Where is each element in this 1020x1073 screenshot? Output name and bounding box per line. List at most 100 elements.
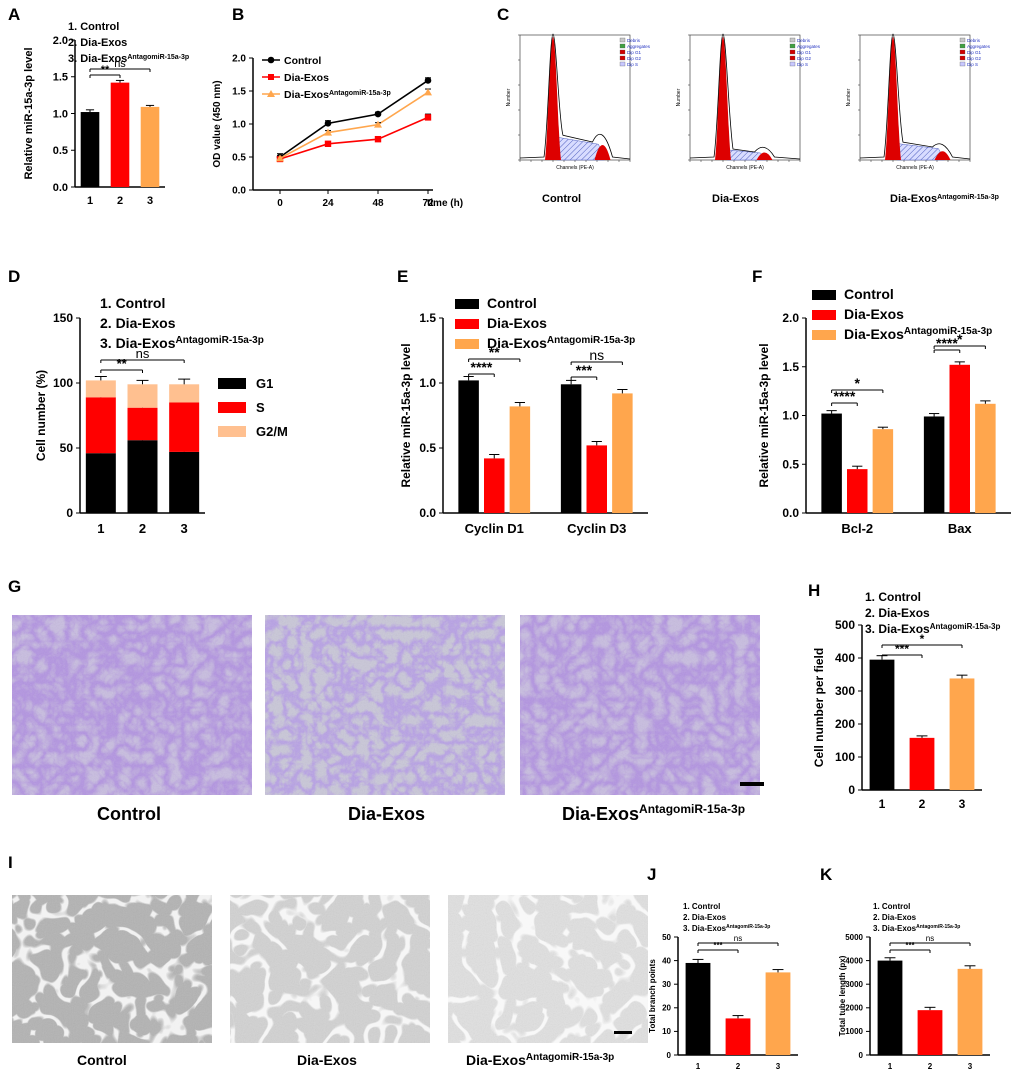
E-significance-label: ns bbox=[589, 347, 604, 363]
A-legend-entry: 1. Control bbox=[68, 21, 119, 33]
A-y-axis-label: Relative miR-15a-3p level bbox=[23, 47, 35, 179]
chart-layer: 0.0 0.5 1.0 1.5 2.0 Relative miR-15a-3p level… bbox=[8, 5, 1011, 1071]
E-significance-label: **** bbox=[471, 359, 493, 375]
B-panel-label: B bbox=[232, 5, 244, 24]
K-y-tick-label: 1000 bbox=[845, 1027, 863, 1036]
C-legend-swatch bbox=[959, 37, 966, 43]
C-histogram-outline bbox=[519, 33, 631, 160]
C-panel-label: C bbox=[497, 5, 509, 24]
K-y-tick-label: 2000 bbox=[845, 1004, 863, 1013]
F-significance-label: * bbox=[855, 375, 861, 391]
C-legend-entry: Dip G2 bbox=[967, 56, 982, 61]
F-y-axis-label: Relative miR-15a-3p level bbox=[757, 343, 771, 487]
E-legend-swatch bbox=[455, 339, 479, 349]
legend-superscript: AntagomiR-15a-3p bbox=[930, 622, 1001, 631]
E-bar-Cyclin D1-2 bbox=[509, 406, 531, 513]
B-series-line-0 bbox=[279, 79, 429, 158]
D-y-tick-label: 0 bbox=[66, 506, 73, 520]
J-significance-label: ns bbox=[734, 934, 742, 943]
I-micrograph-tubes bbox=[230, 895, 430, 1043]
G-micrograph-caption: Dia-ExosAntagomiR-15a-3p bbox=[562, 802, 745, 824]
B-point bbox=[374, 135, 382, 143]
J-legend-entry: 3. Dia-ExosAntagomiR-15a-3p bbox=[683, 924, 770, 933]
D-bar-G1-1 bbox=[85, 453, 116, 513]
E-bar-Cyclin D3-0 bbox=[560, 384, 582, 513]
J-y-tick-label: 50 bbox=[662, 933, 671, 942]
E-legend-entry: Control bbox=[487, 295, 537, 311]
H-y-tick-label: 500 bbox=[835, 618, 855, 632]
D-y-axis-label: Cell number (%) bbox=[34, 370, 48, 461]
H-bar-1 bbox=[869, 659, 895, 790]
C-y-axis-label: Number bbox=[846, 88, 852, 106]
F-significance-label: * bbox=[957, 331, 963, 347]
J-x-tick-label: 3 bbox=[776, 1062, 781, 1071]
B-point bbox=[374, 120, 382, 128]
legend-superscript: AntagomiR-15a-3p bbox=[175, 335, 263, 346]
C-legend-swatch bbox=[619, 55, 626, 61]
I-panel-label: I bbox=[8, 853, 13, 872]
K-y-tick-label: 4000 bbox=[845, 956, 863, 965]
A-bar-2 bbox=[110, 82, 130, 187]
D-panel-label: D bbox=[8, 267, 20, 286]
B-x-tick-label: 0 bbox=[277, 198, 283, 209]
B-point bbox=[424, 88, 432, 96]
K-x-tick-label: 1 bbox=[888, 1062, 893, 1071]
D-bar-G2/M-2 bbox=[127, 384, 158, 408]
F-y-tick-label: 0.5 bbox=[782, 457, 799, 471]
D-legend-swatch bbox=[218, 402, 246, 413]
image-layer bbox=[12, 615, 760, 1043]
C-legend-swatch bbox=[959, 43, 966, 49]
E-y-tick-label: 1.5 bbox=[419, 311, 436, 325]
A-y-tick-label: 1.5 bbox=[53, 72, 68, 84]
F-bar-Bcl-2-0 bbox=[821, 413, 842, 513]
D-legend-swatch bbox=[218, 378, 246, 389]
K-panel-label: K bbox=[820, 865, 833, 884]
D-y-tick-label: 100 bbox=[53, 376, 73, 390]
G-micrograph-caption: Control bbox=[97, 804, 161, 824]
A-y-tick-label: 0.5 bbox=[53, 145, 68, 157]
F-legend-entry: Dia-ExosAntagomiR-15a-3p bbox=[844, 326, 992, 343]
legend-superscript: AntagomiR-15a-3p bbox=[916, 924, 960, 930]
B-legend-entry: Control bbox=[284, 55, 321, 67]
B-series-line-1 bbox=[279, 116, 429, 160]
A-y-tick-label: 2.0 bbox=[53, 35, 68, 47]
B-series-line-2 bbox=[279, 91, 429, 160]
B-point bbox=[324, 140, 332, 147]
B-point bbox=[424, 77, 432, 84]
F-y-tick-label: 1.5 bbox=[782, 360, 799, 374]
H-y-tick-label: 200 bbox=[835, 717, 855, 731]
J-y-tick-label: 0 bbox=[667, 1051, 672, 1060]
C-legend-entry: Dip G1 bbox=[967, 50, 982, 55]
J-y-tick-label: 20 bbox=[662, 1004, 671, 1013]
D-y-tick-label: 150 bbox=[53, 311, 73, 325]
D-legend-swatch bbox=[218, 426, 246, 437]
C-histogram-title: Dia-Exos bbox=[712, 193, 759, 205]
J-significance-label: *** bbox=[713, 941, 723, 950]
C-g1-peak bbox=[885, 37, 901, 160]
K-bar-3 bbox=[957, 968, 983, 1055]
C-g2-peak bbox=[594, 145, 611, 160]
A-bar-3 bbox=[140, 106, 160, 187]
G-micrograph-texture bbox=[265, 615, 505, 795]
D-y-tick-label: 50 bbox=[60, 441, 74, 455]
legend-superscript: AntagomiR-15a-3p bbox=[127, 54, 189, 61]
F-panel-label: F bbox=[752, 267, 762, 286]
B-y-tick-label: 1.5 bbox=[232, 87, 246, 98]
K-significance-label: *** bbox=[905, 941, 915, 950]
E-x-tick-label: Cyclin D1 bbox=[465, 521, 524, 536]
B-legend-marker bbox=[267, 56, 275, 64]
D-bar-G2/M-1 bbox=[85, 380, 116, 398]
C-legend-entry: Dip G2 bbox=[797, 56, 812, 61]
A-significance-label: ** bbox=[101, 64, 110, 76]
C-legend-entry: Debris bbox=[967, 38, 981, 43]
B-x-tick-label: 24 bbox=[322, 198, 334, 209]
D-significance-label: ** bbox=[117, 356, 128, 371]
D-legend-entry: G1 bbox=[256, 376, 273, 391]
A-x-tick-label: 3 bbox=[147, 195, 153, 207]
G-micrograph-caption: Dia-Exos bbox=[348, 804, 425, 824]
F-significance-label: **** bbox=[834, 388, 856, 404]
J-panel-label: J bbox=[647, 865, 656, 884]
D-significance-label: ns bbox=[136, 346, 150, 361]
F-x-tick-label: Bax bbox=[948, 521, 973, 536]
D-bar-S-3 bbox=[169, 402, 200, 452]
